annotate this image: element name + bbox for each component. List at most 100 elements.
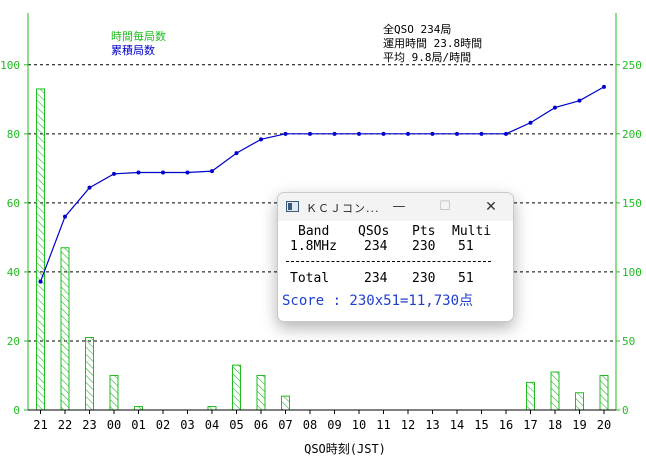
title-bar[interactable]: ＫＣＪコン... — ☐ ✕ [278, 193, 513, 221]
point-cumulative-count [455, 131, 459, 136]
x-tick-label: 10 [352, 418, 366, 432]
point-cumulative-count [112, 171, 116, 176]
x-tick-label: 02 [156, 418, 170, 432]
right-tick-label: 0 [622, 404, 629, 417]
score-window[interactable]: ＫＣＪコン... — ☐ ✕ Band QSOs Pts Multi 1.8MH… [277, 192, 514, 322]
point-cumulative-count [577, 98, 582, 103]
bar-hourly-count [256, 374, 266, 411]
x-tick-label: 00 [107, 418, 121, 432]
close-button[interactable]: ✕ [485, 199, 497, 215]
bar-hourly-count [60, 247, 70, 411]
right-tick-label: 150 [622, 197, 642, 210]
point-cumulative-count [406, 131, 410, 136]
x-tick-label: 18 [548, 418, 562, 432]
x-tick-label: 21 [33, 418, 47, 432]
point-cumulative-count [210, 169, 214, 174]
left-tick-label: 40 [7, 266, 20, 279]
header-band: Band [298, 224, 330, 239]
band-multi: 51 [458, 239, 474, 254]
left-tick-label: 0 [13, 404, 20, 417]
x-tick-label: 22 [58, 418, 72, 432]
score-result: Score : 230x51=11,730点 [282, 293, 474, 309]
summary-total-qso: 全QSO 234局 [383, 22, 451, 36]
x-axis-label: QSO時刻(JST) [304, 442, 386, 456]
band-pts: 230 [412, 239, 436, 254]
x-tick-label: 11 [376, 418, 390, 432]
app-window-icon [286, 201, 299, 212]
line-layer [38, 84, 606, 284]
minimize-button[interactable]: — [392, 199, 406, 214]
total-label: Total [290, 271, 330, 286]
right-tick-label: 100 [622, 266, 642, 279]
x-tick-label: 14 [450, 418, 464, 432]
x-tick-label: 04 [205, 418, 219, 432]
header-qsos: QSOs [358, 224, 390, 239]
point-cumulative-count [553, 105, 557, 110]
point-cumulative-count [381, 131, 386, 136]
x-tick-label: 03 [180, 418, 194, 432]
x-tick-label: 20 [597, 418, 611, 432]
x-tick-label: 15 [474, 418, 488, 432]
right-tick-label: 200 [622, 128, 642, 141]
x-tick-label: 07 [278, 418, 292, 432]
score-total-row: Total 234 230 51 [286, 271, 474, 287]
axes-layer [27, 13, 617, 411]
point-cumulative-count [528, 120, 533, 125]
x-tick-label: 17 [523, 418, 537, 432]
summary-operating-time: 運用時間 23.8時間 [383, 37, 482, 50]
band-value: 1.8MHz [290, 239, 337, 254]
right-tick-label: 50 [622, 335, 635, 348]
x-tick-label: 19 [572, 418, 586, 432]
bar-hourly-count [550, 371, 560, 411]
point-cumulative-count [87, 185, 92, 190]
window-title: ＫＣＪコン... [306, 202, 380, 215]
bar-hourly-count [526, 381, 535, 411]
x-tick-label: 12 [401, 418, 415, 432]
score-table: Band QSOs Pts Multi 1.8MHz 234 230 51 To… [278, 221, 513, 321]
point-cumulative-count [283, 131, 288, 136]
x-tick-label: 16 [499, 418, 513, 432]
point-cumulative-count [234, 151, 239, 156]
line-cumulative-count [39, 86, 605, 282]
total-multi: 51 [458, 271, 474, 286]
x-tick-label: 01 [131, 418, 145, 432]
bar-hourly-count [85, 337, 94, 411]
maximize-button[interactable]: ☐ [439, 199, 451, 214]
x-tick-label: 13 [425, 418, 439, 432]
score-separator [286, 261, 491, 262]
bar-hourly-count [281, 395, 290, 411]
point-cumulative-count [357, 131, 361, 136]
point-cumulative-count [430, 131, 435, 136]
legend-hourly-count: 時間毎局数 [111, 30, 166, 43]
left-tick-label: 80 [7, 128, 20, 141]
point-cumulative-count [136, 170, 141, 175]
left-tick-label: 20 [7, 335, 20, 348]
bar-hourly-count [232, 364, 241, 411]
bar-hourly-count [207, 406, 217, 411]
bar-hourly-count [599, 374, 609, 411]
left-tick-label: 100 [0, 59, 20, 72]
point-cumulative-count [38, 279, 43, 284]
x-tick-label: 09 [327, 418, 341, 432]
point-cumulative-count [185, 170, 190, 175]
score-band-row: 1.8MHz 234 230 51 [286, 239, 474, 255]
right-tick-label: 250 [622, 59, 642, 72]
bar-hourly-count [36, 88, 45, 411]
point-cumulative-count [602, 84, 606, 89]
score-header-row: Band QSOs Pts Multi [286, 224, 491, 240]
x-tick-label: 05 [229, 418, 243, 432]
x-tick-label: 06 [254, 418, 268, 432]
bar-hourly-count [134, 406, 143, 411]
x-tick-label: 23 [82, 418, 96, 432]
total-pts: 230 [412, 271, 436, 286]
point-cumulative-count [308, 131, 312, 136]
x-tick-label: 08 [303, 418, 317, 432]
point-cumulative-count [479, 131, 484, 136]
point-cumulative-count [332, 131, 337, 136]
band-qsos: 234 [364, 239, 388, 254]
header-pts: Pts [412, 224, 436, 239]
bars-layer [36, 88, 609, 411]
bar-hourly-count [575, 392, 584, 411]
